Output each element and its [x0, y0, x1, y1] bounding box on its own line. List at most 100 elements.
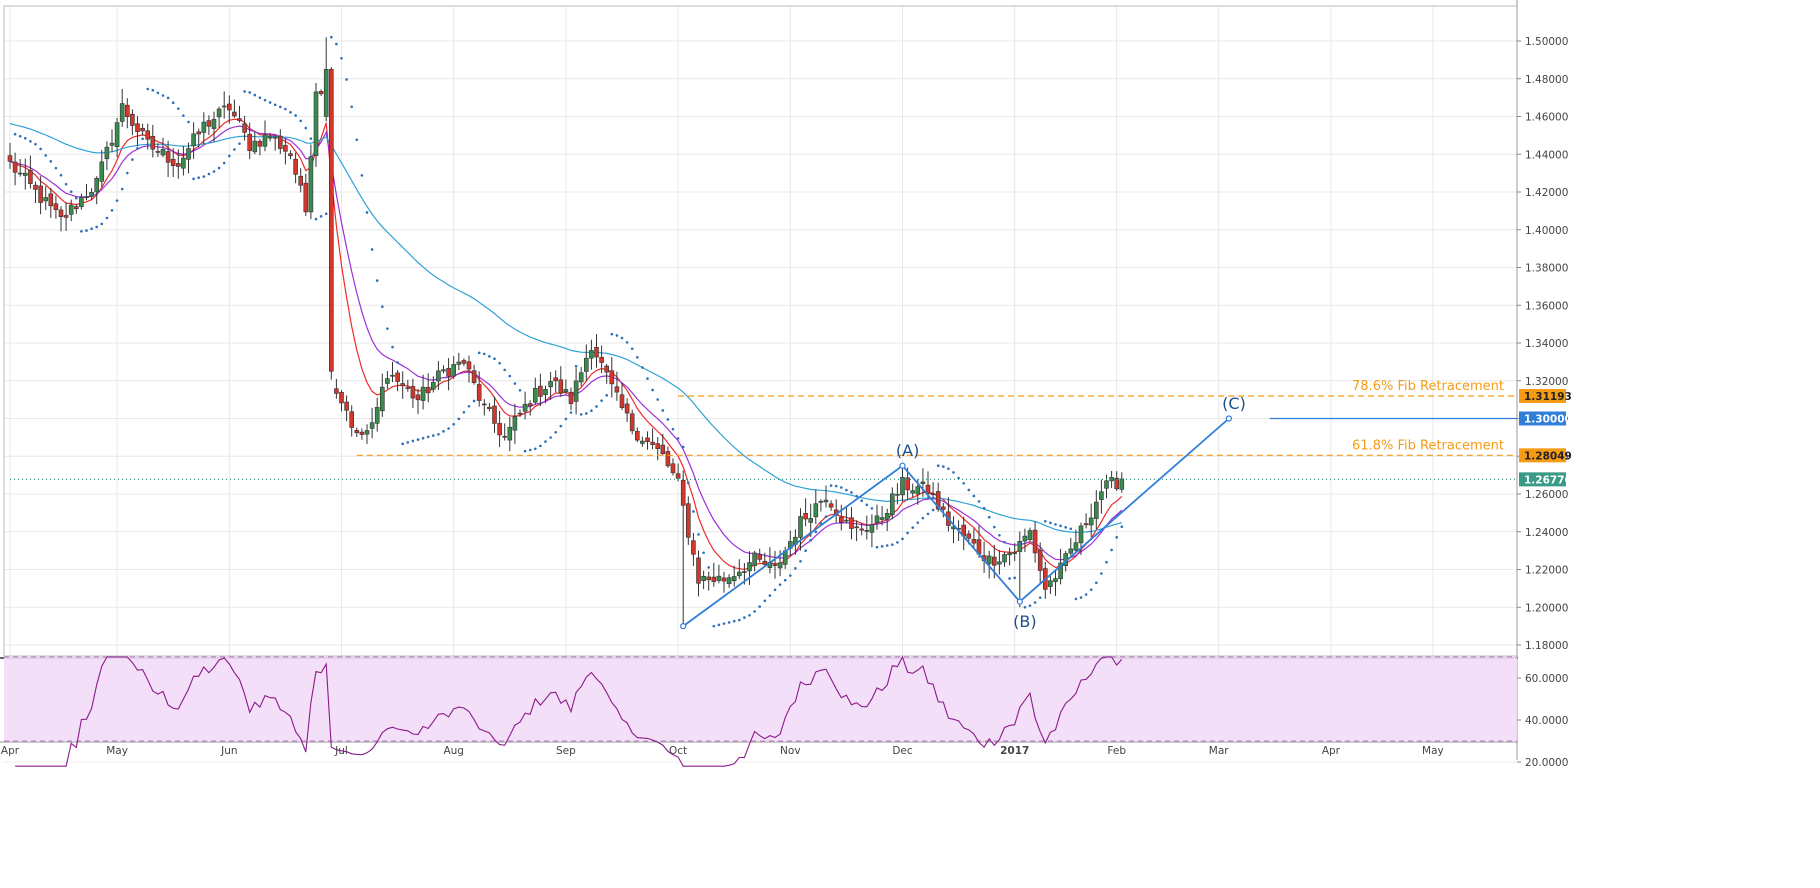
psar-dot [789, 574, 792, 577]
candle [624, 398, 630, 423]
candle [186, 142, 191, 174]
fib-annotation: 78.6% Fib Retracement [1352, 379, 1504, 394]
candle [997, 550, 1002, 575]
psar-dot [110, 209, 114, 212]
candle-body [354, 430, 360, 434]
candle-body [114, 122, 120, 148]
candle [1048, 576, 1053, 595]
psar-dot [437, 432, 440, 436]
candle-body [242, 123, 247, 133]
candle-body [1104, 480, 1109, 489]
candle [99, 150, 105, 188]
candle [711, 562, 717, 587]
candle [288, 150, 293, 160]
psar-dot [845, 488, 848, 492]
candle [1007, 547, 1012, 566]
candle-body [359, 431, 365, 435]
psar-dot [233, 148, 236, 151]
candle [696, 550, 701, 597]
price-label-bg [1519, 472, 1566, 487]
candle [170, 148, 176, 178]
candle [568, 387, 574, 411]
price-label-box: 1.26776 [1519, 472, 1572, 487]
candle [660, 433, 666, 456]
candle-body [512, 416, 518, 431]
candle-body [1078, 525, 1084, 544]
candle [420, 374, 426, 410]
candle [905, 467, 910, 501]
psar-dot [942, 465, 945, 468]
candle-body [578, 372, 584, 383]
candle [640, 436, 645, 447]
psar-dot [656, 398, 659, 401]
candle-body [186, 148, 191, 160]
rsi-path [15, 655, 1123, 767]
axes[interactable]: 1.18000 1.20000 1.22000 1.24000 1.26000 1.280… [1, 0, 1820, 769]
candle-body [160, 149, 166, 156]
candle-body [176, 163, 181, 167]
candle [58, 206, 64, 232]
psar-dot [1095, 581, 1098, 585]
psar-dot [151, 88, 155, 92]
candle [527, 400, 533, 416]
candle-body [879, 517, 885, 520]
candle [548, 372, 553, 400]
candle-body [629, 413, 635, 432]
candle-body [328, 69, 334, 372]
psar-dot [681, 445, 685, 449]
psar-dot [335, 42, 338, 46]
psar-dot [289, 111, 292, 114]
psar-dot [217, 166, 221, 170]
psar-dot [615, 334, 619, 337]
candle-body [339, 392, 344, 404]
candle-body [900, 476, 905, 496]
candle [798, 508, 803, 551]
psar-dot [605, 394, 608, 397]
candle-body [298, 175, 304, 186]
candle-body [461, 360, 467, 364]
candle-body [716, 575, 722, 581]
candle-body [38, 185, 43, 203]
candle [1099, 479, 1104, 514]
candle-body [522, 403, 528, 412]
psar-dot [875, 545, 879, 549]
psar-dot [783, 578, 787, 582]
candle-body [772, 564, 778, 566]
psar-dot [855, 494, 858, 498]
psar-dot [319, 215, 323, 218]
candle-body [237, 118, 242, 122]
psar-dot [809, 538, 812, 542]
candle-body [1007, 552, 1012, 556]
candle [874, 504, 880, 530]
psar-dot [564, 417, 568, 421]
candle [578, 367, 584, 387]
candle-body [650, 441, 655, 445]
candle [216, 106, 222, 128]
candle [145, 123, 150, 150]
psar-dot [472, 399, 476, 403]
psar-dot [977, 500, 981, 503]
candle-body [471, 370, 477, 383]
candle-body [12, 161, 18, 173]
wave-label: (C) [1222, 394, 1246, 413]
candle-body [538, 385, 543, 397]
candle [257, 138, 263, 156]
candle-body [89, 192, 94, 197]
candle [869, 514, 875, 548]
psar-dot [1038, 596, 1042, 599]
candle [140, 123, 145, 136]
candle-body [1048, 580, 1053, 587]
candle-body [798, 516, 803, 538]
psar-dot [192, 177, 195, 181]
psar-dot [80, 230, 83, 233]
price-axis-background [1518, 0, 1820, 760]
candle [237, 105, 242, 123]
annotations: 78.6% Fib Retracement 61.8% Fib Retraceme… [1352, 379, 1504, 453]
candle-body [68, 204, 74, 215]
psar-dot [1084, 593, 1088, 596]
candle [594, 334, 599, 368]
psar-dot [493, 357, 496, 360]
candle [940, 502, 946, 518]
psar-dot [707, 566, 710, 569]
psar-dot [896, 541, 899, 544]
